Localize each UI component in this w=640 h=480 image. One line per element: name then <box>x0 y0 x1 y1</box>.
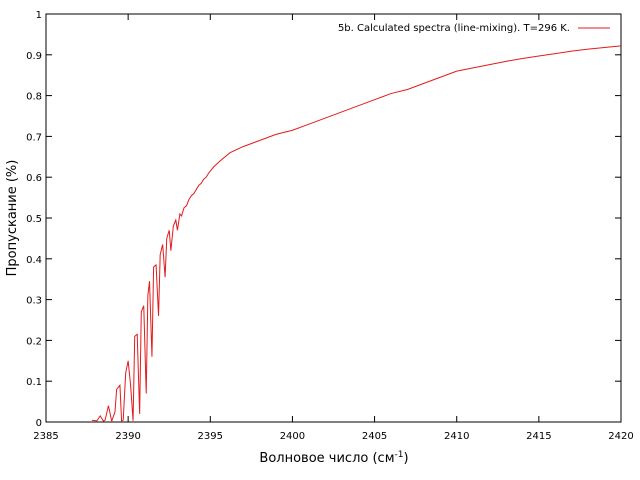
series-layer <box>91 45 622 424</box>
x-tick-label: 2400 <box>280 431 305 442</box>
x-tick-label: 2385 <box>33 431 58 442</box>
x-tick-label: 2410 <box>444 431 469 442</box>
x-tick-label: 2395 <box>198 431 223 442</box>
legend: 5b. Calculated spectra (line-mixing). T=… <box>338 23 610 34</box>
y-tick-label: 0.1 <box>26 377 42 388</box>
y-tick-label: 0.8 <box>26 92 42 103</box>
x-tick-label: 2405 <box>362 431 387 442</box>
y-tick-label: 1 <box>36 10 42 21</box>
y-tick-label: 0.6 <box>26 173 42 184</box>
y-tick-label: 0.5 <box>26 214 42 225</box>
y-tick-label: 0.3 <box>26 296 42 307</box>
y-tick-label: 0.4 <box>26 255 42 266</box>
axis-ticks: 2385 2390 2395 2400 2405 2410 2415 2420 0 0.1 0.2 0… <box>26 10 634 442</box>
y-axis-label: Пропускание (%) <box>5 160 20 277</box>
y-tick-label: 0.9 <box>26 51 42 62</box>
series-line <box>91 45 622 424</box>
x-tick-label: 2420 <box>608 431 633 442</box>
x-tick-label: 2390 <box>115 431 140 442</box>
y-tick-label: 0 <box>36 418 42 429</box>
y-tick-label: 0.2 <box>26 336 42 347</box>
x-tick-label: 2415 <box>526 431 551 442</box>
plot-frame <box>45 13 622 423</box>
axes <box>45 13 622 423</box>
y-tick-label: 0.7 <box>26 132 42 143</box>
x-axis-label-superscript: -1 <box>395 450 404 460</box>
legend-entry-label: 5b. Calculated spectra (line-mixing). T=… <box>338 23 570 34</box>
x-axis-label: Волновое число (см-1) <box>259 450 408 466</box>
